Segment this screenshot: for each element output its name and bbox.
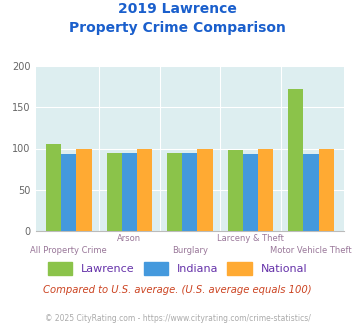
Bar [61, 154, 76, 231]
Bar [122, 152, 137, 231]
Bar [243, 154, 258, 231]
Bar [197, 148, 213, 231]
Bar [182, 152, 197, 231]
Bar [304, 154, 319, 231]
Text: Property Crime Comparison: Property Crime Comparison [69, 21, 286, 35]
Legend: Lawrence, Indiana, National: Lawrence, Indiana, National [43, 258, 312, 279]
Text: Larceny & Theft: Larceny & Theft [217, 234, 284, 243]
Bar [167, 153, 182, 231]
Text: Arson: Arson [117, 234, 141, 243]
Text: © 2025 CityRating.com - https://www.cityrating.com/crime-statistics/: © 2025 CityRating.com - https://www.city… [45, 314, 310, 323]
Bar [137, 148, 152, 231]
Text: All Property Crime: All Property Crime [31, 246, 107, 255]
Bar [106, 153, 122, 231]
Bar [258, 148, 273, 231]
Text: Motor Vehicle Theft: Motor Vehicle Theft [270, 246, 352, 255]
Bar [288, 89, 304, 231]
Text: 2019 Lawrence: 2019 Lawrence [118, 2, 237, 16]
Text: Burglary: Burglary [172, 246, 208, 255]
Bar [228, 150, 243, 231]
Text: Compared to U.S. average. (U.S. average equals 100): Compared to U.S. average. (U.S. average … [43, 285, 312, 295]
Bar [76, 148, 92, 231]
Bar [319, 148, 334, 231]
Bar [46, 145, 61, 231]
